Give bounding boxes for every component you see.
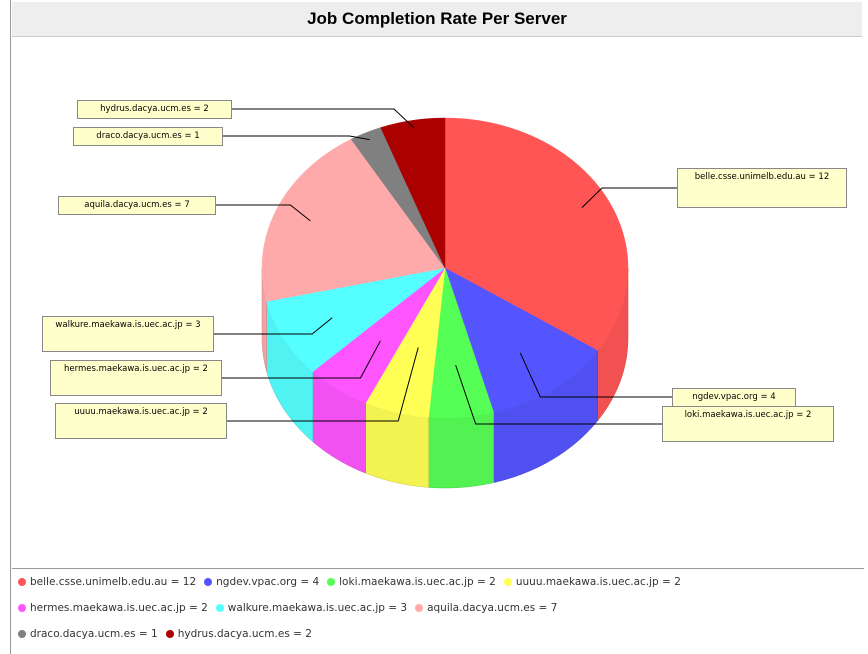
legend-row: belle.csse.unimelb.edu.au = 12 ngdev.vpac…	[12, 569, 864, 595]
pie-slice	[266, 267, 446, 372]
slice-label: hydrus.dacya.ucm.es = 2	[77, 100, 232, 119]
legend-swatch	[503, 578, 512, 586]
legend-row: hermes.maekawa.is.uec.ac.jp = 2 walkure.m…	[12, 595, 864, 621]
frame-edge	[10, 0, 11, 654]
slice-label: ngdev.vpac.org = 4	[672, 388, 796, 407]
legend-swatch	[327, 578, 336, 586]
legend-label: hermes.maekawa.is.uec.ac.jp = 2	[30, 602, 208, 614]
plot-area	[214, 108, 677, 489]
slice-label: hermes.maekawa.is.uec.ac.jp = 2	[50, 360, 222, 396]
legend-swatch	[215, 604, 224, 612]
legend: belle.csse.unimelb.edu.au = 12 ngdev.vpac…	[12, 568, 864, 653]
legend-item: hydrus.dacya.ucm.es = 2	[165, 628, 312, 640]
slice-label: uuuu.maekawa.is.uec.ac.jp = 2	[55, 403, 227, 439]
pie-slice	[312, 267, 446, 404]
leader-line	[227, 347, 419, 422]
leader-line	[214, 317, 333, 335]
chart-title: Job Completion Rate Per Server	[12, 2, 862, 37]
leader-line	[455, 364, 662, 425]
leader-line	[581, 187, 677, 208]
pie-slice	[365, 267, 446, 418]
legend-item: draco.dacya.ucm.es = 1	[18, 628, 158, 640]
legend-swatch	[18, 630, 26, 638]
slice-label: loki.maekawa.is.uec.ac.jp = 2	[662, 406, 834, 442]
leader-line	[232, 108, 415, 129]
leader-line	[519, 352, 672, 398]
legend-swatch	[18, 578, 26, 586]
legend-label: ngdev.vpac.org = 4	[216, 576, 320, 588]
leader-line	[222, 340, 381, 379]
leader-line	[216, 204, 311, 222]
legend-label: aquila.dacya.ucm.es = 7	[427, 602, 558, 614]
leader-line	[223, 135, 370, 141]
slice-label: belle.csse.unimelb.edu.au = 12	[677, 168, 847, 208]
pie-slice	[261, 138, 446, 302]
legend-swatch	[165, 630, 174, 638]
legend-swatch	[415, 604, 424, 612]
legend-item: aquila.dacya.ucm.es = 7	[415, 602, 557, 614]
legend-swatch	[18, 604, 26, 612]
legend-item: uuuu.maekawa.is.uec.ac.jp = 2	[503, 576, 681, 588]
legend-swatch	[204, 578, 213, 586]
legend-item: loki.maekawa.is.uec.ac.jp = 2	[327, 576, 496, 588]
legend-row: draco.dacya.ucm.es = 1 hydrus.dacya.ucm.e…	[12, 621, 864, 647]
legend-item: belle.csse.unimelb.edu.au = 12	[18, 576, 196, 588]
legend-item: ngdev.vpac.org = 4	[204, 576, 319, 588]
pie-slice	[428, 267, 495, 419]
slice-label: aquila.dacya.ucm.es = 7	[58, 196, 216, 215]
legend-label: belle.csse.unimelb.edu.au = 12	[30, 576, 197, 588]
legend-label: loki.maekawa.is.uec.ac.jp = 2	[339, 576, 496, 588]
legend-label: uuuu.maekawa.is.uec.ac.jp = 2	[515, 576, 681, 588]
legend-label: hydrus.dacya.ucm.es = 2	[177, 628, 312, 640]
legend-label: walkure.maekawa.is.uec.ac.jp = 3	[227, 602, 408, 614]
legend-item: walkure.maekawa.is.uec.ac.jp = 3	[215, 602, 408, 614]
legend-label: draco.dacya.ucm.es = 1	[30, 628, 158, 640]
pie-slice	[444, 267, 599, 413]
slice-label: draco.dacya.ucm.es = 1	[73, 127, 223, 146]
legend-item: hermes.maekawa.is.uec.ac.jp = 2	[18, 602, 208, 614]
pie-slice	[380, 117, 446, 269]
slice-label: walkure.maekawa.is.uec.ac.jp = 3	[42, 316, 214, 352]
